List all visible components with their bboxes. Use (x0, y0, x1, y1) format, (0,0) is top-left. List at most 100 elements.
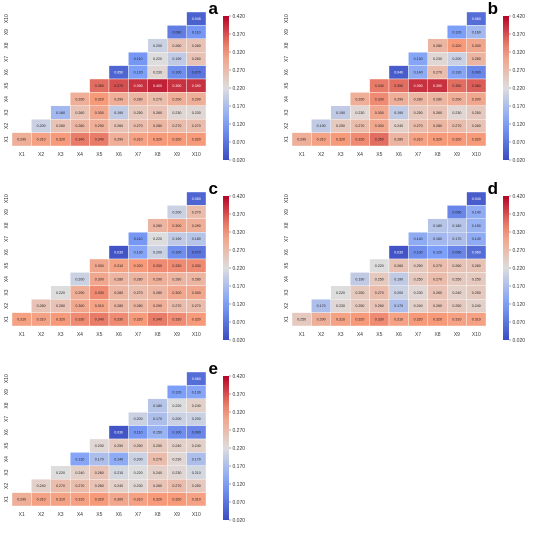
cell-value-label: 0.340 (95, 318, 104, 322)
cell-value-label: 0.100 (172, 71, 181, 75)
cell-value-label: 0.310 (114, 264, 123, 268)
row-tick-label: X10 (4, 374, 10, 383)
cell-value-label: 0.260 (472, 264, 481, 268)
cell-value-label: 0.270 (192, 210, 201, 214)
cell-value-label: 0.290 (114, 138, 123, 142)
cell-value-label: 0.270 (192, 304, 201, 308)
column-tick-label: X9 (454, 152, 460, 158)
panel-label: d (488, 179, 498, 198)
column-tick-label: X5 (376, 332, 382, 338)
cell-value-label: 0.170 (452, 237, 461, 241)
cell-value-label: 0.120 (452, 30, 461, 34)
column-tick-label: X3 (57, 512, 63, 518)
cell-value-label: 0.110 (134, 237, 143, 241)
row-tick-label: X8 (4, 42, 10, 48)
cell-value-label: 0.150 (472, 224, 481, 228)
colorbar-tick-label: 0.270 (233, 248, 246, 254)
cell-value-label: 0.170 (95, 457, 104, 461)
cell-value-label: 0.250 (452, 277, 461, 281)
heatmap-cell (186, 132, 207, 147)
cell-value-label: 0.350 (452, 84, 461, 88)
cell-value-label: 0.200 (153, 251, 162, 255)
cell-value-label: 0.290 (317, 318, 326, 322)
cell-value-label: 0.310 (134, 138, 143, 142)
cell-value-label: 0.340 (375, 84, 384, 88)
column-tick-label: X10 (192, 332, 201, 338)
column-tick-label: X10 (472, 332, 481, 338)
cell-value-label: 0.200 (75, 277, 84, 281)
cell-value-label: 0.320 (433, 318, 442, 322)
column-tick-label: X4 (77, 152, 83, 158)
column-tick-label: X6 (116, 332, 122, 338)
cell-value-label: 0.260 (95, 471, 104, 475)
cell-value-label: 0.300 (114, 498, 123, 502)
cell-value-label: 0.230 (153, 71, 162, 75)
cell-value-label: 0.240 (192, 444, 201, 448)
cell-value-label: 0.230 (355, 111, 364, 115)
column-tick-label: X10 (472, 152, 481, 158)
cell-value-label: 0.200 (452, 57, 461, 61)
cell-value-label: 0.300 (95, 277, 104, 281)
cell-value-label: 0.310 (17, 318, 26, 322)
cell-value-label: 0.260 (433, 291, 442, 295)
row-tick-label: X9 (4, 209, 10, 215)
cell-value-label: 0.120 (172, 390, 181, 394)
cell-value-label: 0.270 (433, 71, 442, 75)
cell-value-label: 0.250 (355, 304, 364, 308)
cell-value-label: 0.240 (37, 484, 46, 488)
colorbar (223, 376, 229, 520)
cell-value-label: 0.030 (114, 251, 123, 255)
cell-value-label: 0.250 (134, 444, 143, 448)
cell-value-label: 0.200 (192, 417, 201, 421)
colorbar-tick-label: 0.420 (513, 194, 526, 200)
heatmap-panel-c: 0.050 0.200 0.270 0.280 0.300 0.290 0.110 0.220… (4, 179, 245, 344)
cell-value-label: 0.280 (433, 44, 442, 48)
row-tick-label: X4 (284, 96, 290, 102)
cell-value-label: 0.090 (452, 210, 461, 214)
colorbar-tick-label: 0.220 (233, 86, 246, 92)
cell-value-label: 0.320 (414, 318, 423, 322)
row-tick-label: X6 (4, 69, 10, 75)
column-tick-label: X7 (135, 512, 141, 518)
cell-value-label: 0.290 (297, 138, 306, 142)
row-tick-label: X5 (4, 442, 10, 448)
cell-value-label: 0.260 (394, 264, 403, 268)
cell-value-label: 0.270 (172, 304, 181, 308)
row-tick-label: X9 (4, 29, 10, 35)
cell-value-label: 0.190 (172, 237, 181, 241)
cell-value-label: 0.320 (95, 97, 104, 101)
cell-value-label: 0.180 (433, 224, 442, 228)
cell-value-label: 0.280 (433, 97, 442, 101)
column-tick-label: X4 (77, 512, 83, 518)
cell-value-label: 0.260 (375, 304, 384, 308)
cell-value-label: 0.110 (192, 30, 201, 34)
cell-value-label: 0.310 (134, 498, 143, 502)
cell-value-label: 0.240 (192, 404, 201, 408)
row-tick-label: X6 (4, 249, 10, 255)
cell-value-label: 0.280 (153, 291, 162, 295)
cell-value-label: 0.250 (472, 291, 481, 295)
cell-value-label: 0.240 (452, 291, 461, 295)
column-tick-label: X2 (38, 512, 44, 518)
cell-value-label: 0.230 (172, 457, 181, 461)
colorbar-tick-label: 0.370 (233, 392, 246, 398)
cell-value-label: 0.260 (153, 484, 162, 488)
cell-value-label: 0.280 (192, 277, 201, 281)
cell-value-label: 0.220 (153, 237, 162, 241)
cell-value-label: 0.150 (153, 431, 162, 435)
cell-value-label: 0.250 (414, 264, 423, 268)
cell-value-label: 0.100 (172, 431, 181, 435)
row-tick-label: X1 (284, 316, 290, 322)
cell-value-label: 0.130 (134, 251, 143, 255)
cell-value-label: 0.170 (317, 304, 326, 308)
cell-value-label: 0.360 (472, 84, 481, 88)
colorbar-tick-label: 0.420 (233, 194, 246, 200)
row-tick-label: X4 (4, 456, 10, 462)
colorbar-tick-label: 0.020 (513, 338, 526, 344)
cell-value-label: 0.220 (134, 471, 143, 475)
column-tick-label: X2 (318, 152, 324, 158)
cell-value-label: 0.160 (56, 111, 65, 115)
colorbar-tick-label: 0.370 (513, 212, 526, 218)
cell-value-label: 0.290 (192, 224, 201, 228)
cell-value-label: 0.300 (75, 304, 84, 308)
